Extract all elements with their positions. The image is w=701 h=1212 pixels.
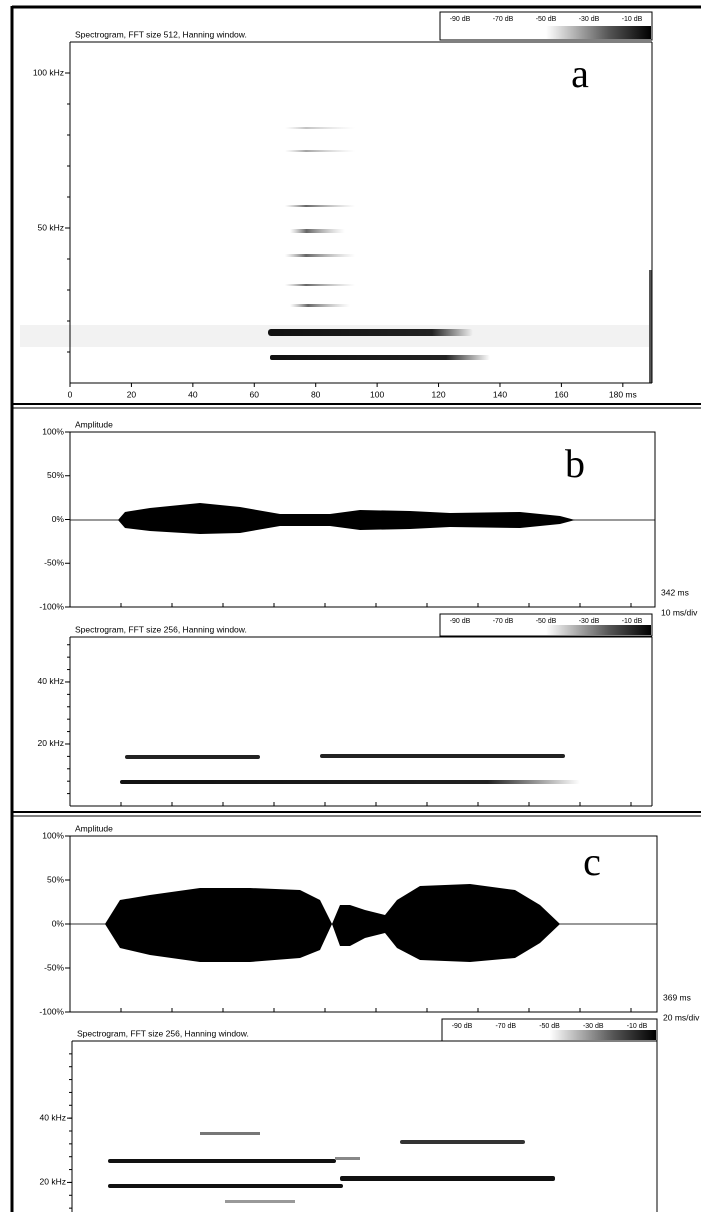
y-tick-label: 20 kHz [38,738,64,748]
y-tick-label: 100% [42,830,64,840]
y-tick-label: 50% [47,470,64,480]
y-tick-label: 100 kHz [33,67,64,77]
spectrogram-trace [20,127,652,383]
waveform-trace [70,884,657,962]
y-tick-label: -50% [44,558,64,568]
y-tick-label: -100% [39,601,64,611]
time-scale: 20 ms/div [663,1012,700,1022]
x-tick-label: 100 [370,389,384,399]
x-tick-label: 80 [311,389,321,399]
y-tick-label: 100% [42,426,64,436]
colorbar-label: -50 dB [536,16,557,23]
colorbar-label: -30 dB [579,618,600,625]
duration: 342 ms [661,587,689,597]
frame [10,5,701,1212]
colorbar [441,26,651,39]
colorbar-label: -90 dB [450,16,471,23]
duration: 369 ms [663,992,691,1002]
y-tick-label: 0% [52,514,65,524]
panel-label: a [571,51,589,96]
spectrogram-title: Spectrogram, FFT size 512, Hanning windo… [75,29,247,39]
spectrogram-title: Spectrogram, FFT size 256, Hanning windo… [75,624,247,634]
y-tick-label: 0% [52,918,65,928]
colorbar-label: -90 dB [452,1023,473,1030]
x-tick-label: 0 [68,389,73,399]
y-tick-label: 20 kHz [40,1177,66,1187]
y-tick-label: 50 kHz [38,222,64,232]
waveform-trace [70,503,655,534]
panel-label: c [583,839,601,884]
colorbar [443,1030,656,1040]
y-tick-label: 40 kHz [40,1112,66,1122]
x-tick-label: 140 [493,389,507,399]
colorbar-label: -70 dB [493,618,514,625]
waveform-title: Amplitude [75,419,113,429]
colorbar-label: -70 dB [493,16,514,23]
colorbar-label: -10 dB [622,16,643,23]
colorbar-label: -90 dB [450,618,471,625]
y-tick-label: 50% [47,874,64,884]
x-tick-label: 120 [431,389,445,399]
waveform-title: Amplitude [75,823,113,833]
colorbar [441,625,651,635]
spectrogram-trace [120,754,580,784]
colorbar-label: -50 dB [536,618,557,625]
x-tick-label: 160 [554,389,568,399]
colorbar-label: -50 dB [539,1023,560,1030]
colorbar-label: -70 dB [495,1023,516,1030]
y-tick-label: -100% [39,1006,64,1016]
colorbar-label: -10 dB [627,1023,648,1030]
time-scale: 10 ms/div [661,607,698,617]
spectrogram-title: Spectrogram, FFT size 256, Hanning windo… [77,1028,249,1038]
y-tick-label: -50% [44,962,64,972]
y-tick-label: 40 kHz [38,676,64,686]
x-tick-label: 20 [127,389,137,399]
x-tick-label: 180 ms [609,389,637,399]
x-tick-label: 40 [188,389,198,399]
colorbar-label: -10 dB [622,618,643,625]
colorbar-label: -30 dB [583,1023,604,1030]
colorbar-label: -30 dB [579,16,600,23]
spectrogram-trace [108,1132,555,1203]
x-tick-label: 60 [250,389,260,399]
panel-label: b [565,441,585,486]
